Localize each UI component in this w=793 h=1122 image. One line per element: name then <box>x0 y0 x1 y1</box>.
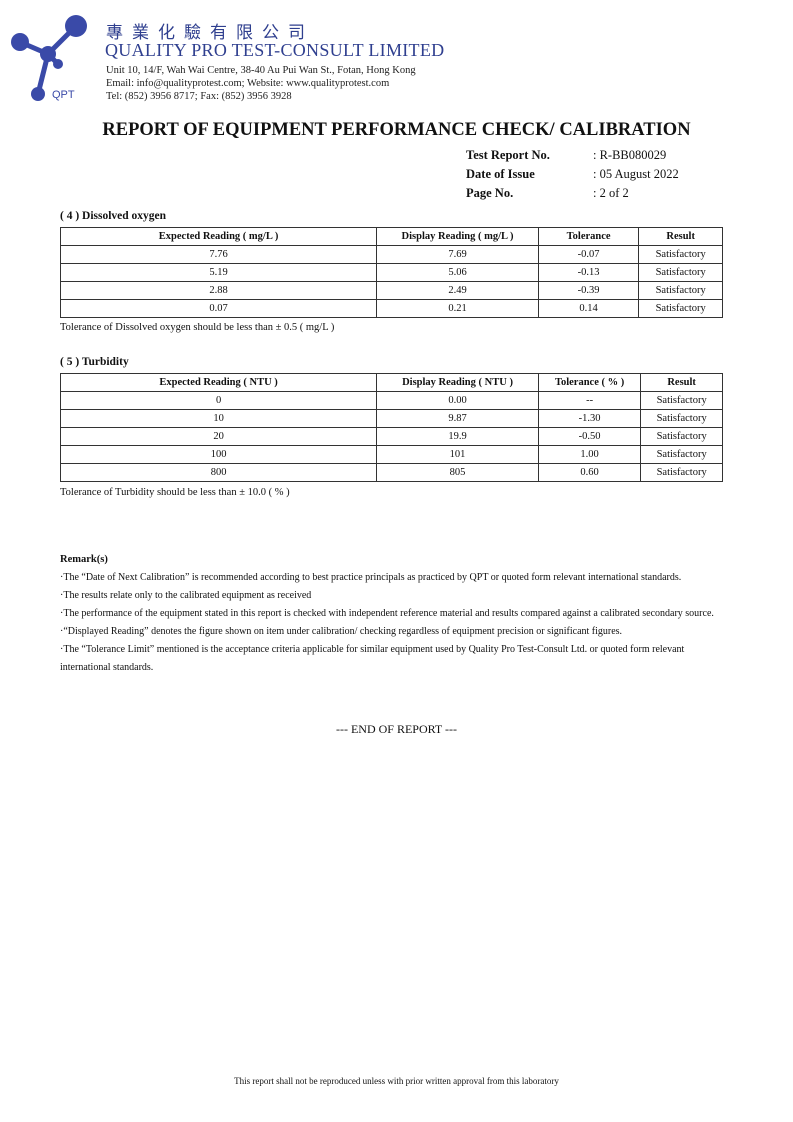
contact: Email: info@qualityprotest.com; Website:… <box>106 78 390 89</box>
remark-item: ·The results relate only to the calibrat… <box>60 590 312 601</box>
table-cell: Satisfactory <box>640 391 723 410</box>
table-cell: 0 <box>59 391 378 410</box>
table-row: 0.07 0.21 0.14 Satisfactory <box>59 299 723 318</box>
table-row: 0 0.00 -- Satisfactory <box>59 391 723 410</box>
table-cell: -0.07 <box>537 245 640 264</box>
phone: Tel: (852) 3956 8717; Fax: (852) 3956 39… <box>106 91 292 102</box>
table-cell: 10 <box>59 409 378 428</box>
column-header: Result <box>640 373 723 392</box>
table-cell: Satisfactory <box>638 245 723 264</box>
table-cell: 2.88 <box>59 281 378 300</box>
turbidity-note: Tolerance of Turbidity should be less th… <box>60 487 290 498</box>
dissolved-oxygen-note: Tolerance of Dissolved oxygen should be … <box>60 322 335 333</box>
report-meta: Test Report No.: R-BB080029 Date of Issu… <box>466 146 679 203</box>
table-cell: 5.06 <box>376 263 539 282</box>
table-cell: 19.9 <box>376 427 539 446</box>
table-cell: 100 <box>59 445 378 464</box>
end-of-report: --- END OF REPORT --- <box>335 722 458 736</box>
logo-text: QPT <box>52 89 75 101</box>
column-header: Display Reading ( mg/L ) <box>376 227 539 246</box>
table-cell: 9.87 <box>376 409 539 428</box>
column-header: Tolerance ( % ) <box>537 373 642 392</box>
remark-item: ·“Displayed Reading” denotes the figure … <box>60 626 623 637</box>
address: Unit 10, 14/F, Wah Wai Centre, 38-40 Au … <box>106 65 416 76</box>
table-cell: -0.50 <box>537 427 642 446</box>
table-cell: Satisfactory <box>638 281 723 300</box>
table-header-row: Expected Reading ( mg/L ) Display Reading… <box>59 227 723 246</box>
table-row: 10 9.87 -1.30 Satisfactory <box>59 409 723 428</box>
remark-item: ·The performance of the equipment stated… <box>60 608 714 619</box>
remark-item: ·The “Date of Next Calibration” is recom… <box>60 572 682 583</box>
table-cell: 7.76 <box>59 245 378 264</box>
meta-report-no: Test Report No.: R-BB080029 <box>466 148 667 162</box>
table-cell: 0.21 <box>376 299 539 318</box>
dissolved-oxygen-table: Expected Reading ( mg/L ) Display Reading… <box>59 227 723 318</box>
table-row: 100 101 1.00 Satisfactory <box>59 445 723 464</box>
table-row: 800 805 0.60 Satisfactory <box>59 463 723 482</box>
table-cell: -0.39 <box>537 281 640 300</box>
table-cell: Satisfactory <box>640 445 723 464</box>
table-cell: 0.14 <box>537 299 640 318</box>
column-header: Result <box>638 227 723 246</box>
table-cell: -1.30 <box>537 409 642 428</box>
company-chinese-name: 專業化驗有限公司 <box>106 23 314 42</box>
company-address-block: Unit 10, 14/F, Wah Wai Centre, 38-40 Au … <box>106 64 416 103</box>
table-cell: 805 <box>376 463 539 482</box>
report-title: REPORT OF EQUIPMENT PERFORMANCE CHECK/ C… <box>102 120 691 140</box>
column-header: Tolerance <box>537 227 640 246</box>
table-cell: 5.19 <box>59 263 378 282</box>
remarks-heading: Remark(s) <box>60 554 108 565</box>
table-cell: 7.69 <box>376 245 539 264</box>
footer-note: This report shall not be reproduced unle… <box>234 1076 559 1086</box>
remarks: Remark(s) ·The “Date of Next Calibration… <box>60 551 730 677</box>
table-header-row: Expected Reading ( NTU ) Display Reading … <box>59 373 723 392</box>
table-cell: 20 <box>59 427 378 446</box>
table-cell: Satisfactory <box>640 463 723 482</box>
table-cell: 0.60 <box>537 463 642 482</box>
table-cell: Satisfactory <box>640 409 723 428</box>
table-row: 2.88 2.49 -0.39 Satisfactory <box>59 281 723 300</box>
meta-page: Page No.: 2 of 2 <box>466 186 629 200</box>
table-row: 7.76 7.69 -0.07 Satisfactory <box>59 245 723 264</box>
table-cell: 2.49 <box>376 281 539 300</box>
table-cell: Satisfactory <box>640 427 723 446</box>
table-cell: 0.00 <box>376 391 539 410</box>
column-header: Expected Reading ( NTU ) <box>59 373 378 392</box>
table-cell: Satisfactory <box>638 299 723 318</box>
table-cell: 800 <box>59 463 378 482</box>
section-heading-turbidity: ( 5 ) Turbidity <box>60 356 129 368</box>
table-row: 20 19.9 -0.50 Satisfactory <box>59 427 723 446</box>
column-header: Display Reading ( NTU ) <box>376 373 539 392</box>
turbidity-table: Expected Reading ( NTU ) Display Reading … <box>59 373 723 482</box>
table-cell: -- <box>537 391 642 410</box>
table-cell: 1.00 <box>537 445 642 464</box>
section-heading-dissolved-oxygen: ( 4 ) Dissolved oxygen <box>60 210 167 222</box>
qpt-logo: QPT <box>11 15 87 101</box>
table-cell: Satisfactory <box>638 263 723 282</box>
table-cell: 0.07 <box>59 299 378 318</box>
table-row: 5.19 5.06 -0.13 Satisfactory <box>59 263 723 282</box>
table-cell: 101 <box>376 445 539 464</box>
company-name: QUALITY PRO TEST-CONSULT LIMITED <box>105 40 445 60</box>
meta-date: Date of Issue: 05 August 2022 <box>466 167 679 181</box>
remark-item: ·The “Tolerance Limit” mentioned is the … <box>60 644 685 673</box>
table-cell: -0.13 <box>537 263 640 282</box>
column-header: Expected Reading ( mg/L ) <box>59 227 378 246</box>
